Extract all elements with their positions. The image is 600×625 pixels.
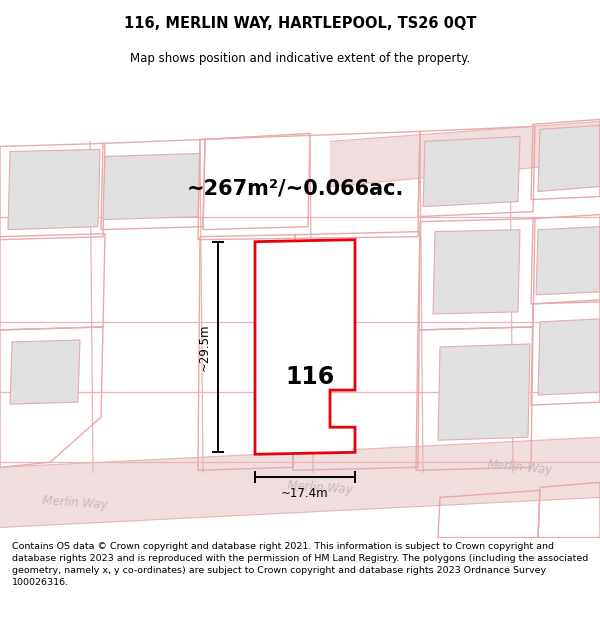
Polygon shape bbox=[438, 344, 530, 440]
Polygon shape bbox=[538, 126, 600, 191]
Polygon shape bbox=[0, 438, 600, 528]
Polygon shape bbox=[8, 149, 100, 229]
Polygon shape bbox=[536, 227, 600, 295]
Text: 116: 116 bbox=[286, 365, 335, 389]
Text: Map shows position and indicative extent of the property.: Map shows position and indicative extent… bbox=[130, 52, 470, 65]
Text: Merlin Way: Merlin Way bbox=[287, 479, 353, 496]
Text: ~29.5m: ~29.5m bbox=[197, 323, 211, 371]
Text: Merlin Way: Merlin Way bbox=[42, 494, 108, 511]
Polygon shape bbox=[423, 136, 520, 207]
Polygon shape bbox=[433, 229, 520, 314]
Polygon shape bbox=[255, 239, 355, 454]
Text: Contains OS data © Crown copyright and database right 2021. This information is : Contains OS data © Crown copyright and d… bbox=[12, 542, 588, 587]
Text: ~17.4m: ~17.4m bbox=[281, 487, 329, 500]
Text: Merlin‑Way: Merlin‑Way bbox=[487, 458, 553, 477]
Text: ~267m²/~0.066ac.: ~267m²/~0.066ac. bbox=[187, 179, 404, 199]
Text: 116, MERLIN WAY, HARTLEPOOL, TS26 0QT: 116, MERLIN WAY, HARTLEPOOL, TS26 0QT bbox=[124, 16, 476, 31]
Polygon shape bbox=[103, 154, 200, 219]
Polygon shape bbox=[10, 340, 80, 404]
Polygon shape bbox=[538, 319, 600, 395]
Polygon shape bbox=[330, 121, 600, 186]
